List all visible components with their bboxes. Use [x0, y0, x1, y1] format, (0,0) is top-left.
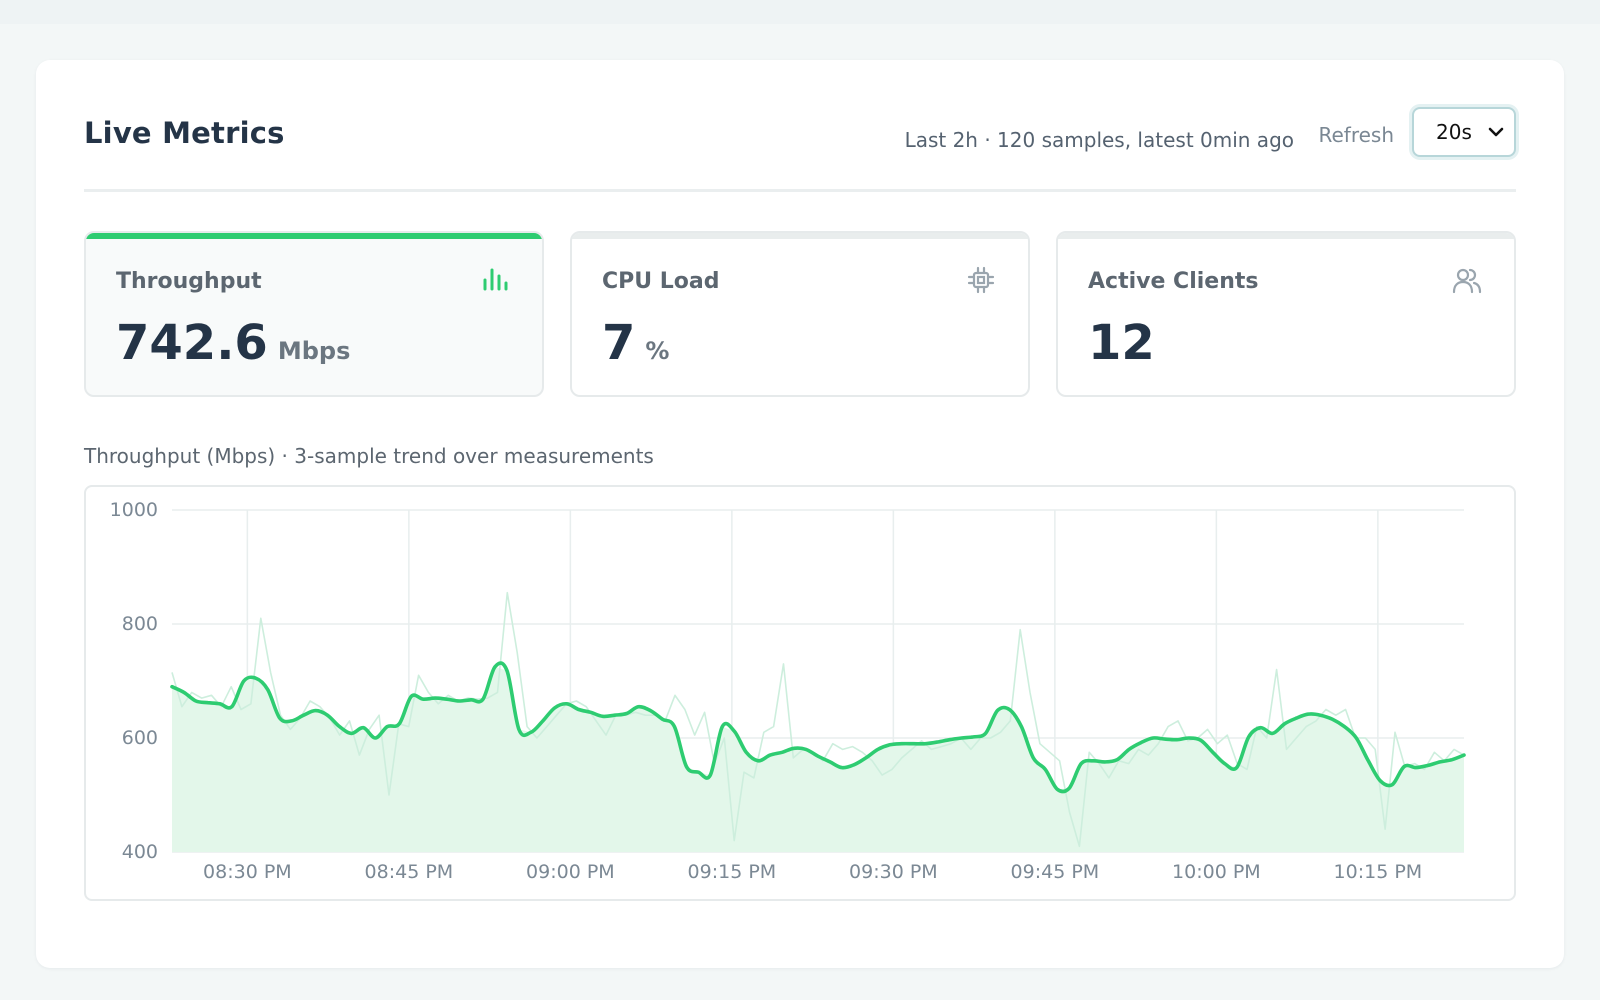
x-tick-label: 09:30 PM [849, 861, 938, 883]
sample-info: Last 2h · 120 samples, latest 0min ago [904, 128, 1294, 152]
y-tick-label: 600 [122, 727, 158, 749]
throughput-chart-svg: 400 600 800 1000 08:30 PM 08:45 PM 09:00 PM 09:… [110, 499, 1466, 883]
metric-label: CPU Load [602, 269, 720, 294]
metric-value-number: 7 [602, 315, 636, 371]
metric-label: Throughput [116, 269, 262, 294]
metric-unit: % [645, 337, 670, 365]
refresh-label: Refresh [1318, 123, 1394, 147]
users-icon [1452, 268, 1482, 294]
x-tick-label: 08:45 PM [365, 861, 454, 883]
metric-card-accent-bar [572, 233, 1028, 239]
bar-chart-icon [483, 268, 508, 291]
trend-line [170, 661, 1466, 794]
trend-area [172, 666, 1464, 852]
live-metrics-card: Live Metrics Last 2h · 120 samples, late… [36, 60, 1564, 968]
x-tick-label: 09:15 PM [688, 861, 777, 883]
x-tick-label: 10:00 PM [1172, 861, 1261, 883]
metric-value: 7% [602, 315, 669, 371]
x-tick-label: 09:00 PM [526, 861, 615, 883]
metric-value: 742.6 Mbps [116, 315, 350, 371]
x-tick-label: 08:30 PM [203, 861, 292, 883]
metric-unit: Mbps [277, 337, 351, 365]
x-tick-label: 10:15 PM [1334, 861, 1423, 883]
y-tick-label: 400 [122, 841, 158, 863]
page-title: Live Metrics [84, 116, 285, 150]
header-divider [84, 189, 1516, 192]
metric-card-accent-bar [86, 233, 542, 239]
metric-card-active-clients[interactable]: Active Clients 12 [1056, 231, 1516, 397]
cpu-chip-icon [967, 266, 995, 294]
throughput-chart: 400 600 800 1000 08:30 PM 08:45 PM 09:00 PM 09:… [84, 485, 1516, 901]
refresh-interval-select[interactable]: 20s [1412, 107, 1516, 157]
chart-caption: Throughput (Mbps) · 3-sample trend over … [84, 444, 654, 468]
metric-card-accent-bar [1058, 233, 1514, 239]
y-tick-label: 800 [122, 613, 158, 635]
y-tick-label: 1000 [110, 499, 158, 521]
metric-value: 12 [1088, 315, 1165, 371]
metric-card-cpu-load[interactable]: CPU Load 7% [570, 231, 1030, 397]
top-strip [0, 0, 1600, 24]
refresh-interval-value: 20s [1436, 120, 1472, 144]
metric-value-number: 742.6 [116, 315, 268, 371]
metric-value-number: 12 [1088, 315, 1155, 371]
x-tick-label: 09:45 PM [1011, 861, 1100, 883]
metric-card-throughput[interactable]: Throughput 742.6 Mbps [84, 231, 544, 397]
metric-label: Active Clients [1088, 269, 1259, 294]
chevron-down-icon [1488, 127, 1504, 137]
